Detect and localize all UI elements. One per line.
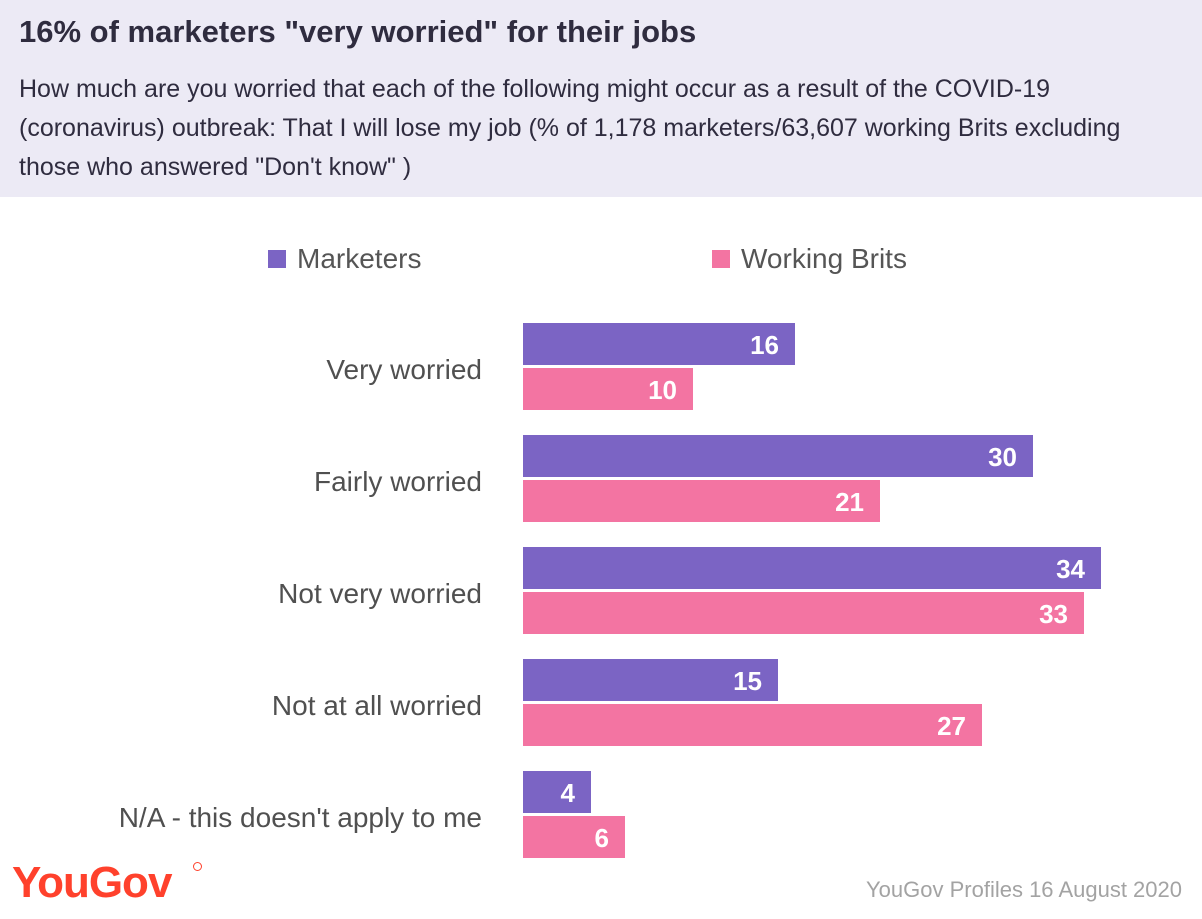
data-label: 10 [648,375,677,405]
category-label: Fairly worried [314,466,482,497]
bar [523,547,1101,589]
legend-swatch [712,250,730,268]
data-label: 27 [937,711,966,741]
category-label: Very worried [326,354,482,385]
bar [523,592,1084,634]
legend-item: Working Brits [712,243,907,274]
bar [523,323,795,365]
category-label: Not very worried [278,578,482,609]
data-label: 15 [733,666,762,696]
category-label: Not at all worried [272,690,482,721]
bar [523,704,982,746]
legend-item: Marketers [268,243,421,274]
data-label: 33 [1039,599,1068,629]
data-label: 4 [561,778,576,808]
bar [523,435,1033,477]
data-label: 34 [1056,554,1085,584]
legend-label: Marketers [297,243,421,274]
bar [523,480,880,522]
category-label: N/A - this doesn't apply to me [119,802,482,833]
source-note: YouGov Profiles 16 August 2020 [866,877,1182,902]
registered-mark-icon [193,862,202,871]
data-label: 30 [988,442,1017,472]
data-label: 21 [835,487,864,517]
data-label: 16 [750,330,779,360]
bar [523,368,693,410]
bar [523,659,778,701]
legend-label: Working Brits [741,243,907,274]
chart-subtitle: How much are you worried that each of th… [19,75,1121,181]
chart-header: 16% of marketers "very worried" for thei… [0,0,1202,197]
bar [523,771,591,813]
bar [523,816,625,858]
yougov-logo: YouGov [12,858,172,907]
data-label: 6 [595,823,609,853]
chart-title: 16% of marketers "very worried" for thei… [19,14,697,49]
legend-swatch [268,250,286,268]
